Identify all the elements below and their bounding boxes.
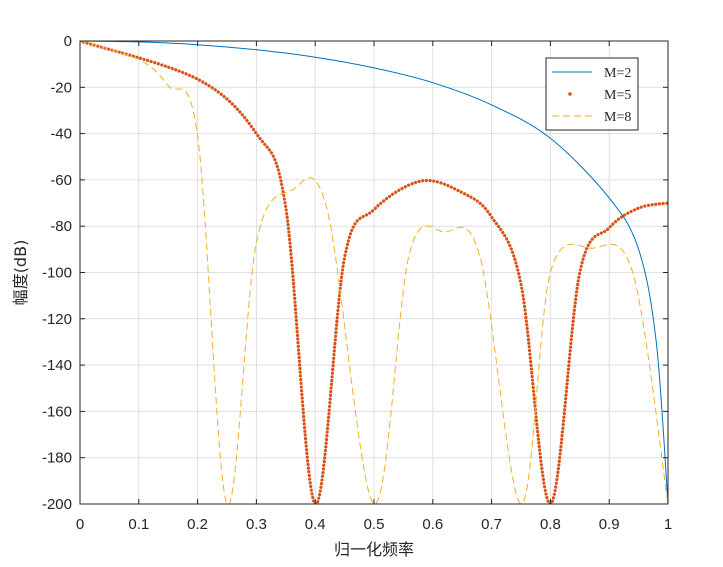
x-tick-label: 0.4 xyxy=(305,516,326,533)
x-tick-label: 0.2 xyxy=(187,516,208,533)
x-tick-label: 0.7 xyxy=(481,516,502,533)
legend-label-m5: M=5 xyxy=(604,88,631,103)
x-tick-label: 1 xyxy=(664,516,672,533)
series-line-m8 xyxy=(80,41,668,504)
y-tick-label: -100 xyxy=(42,265,72,282)
y-tick-label: -180 xyxy=(42,450,72,467)
x-tick-label: 0.8 xyxy=(540,516,561,533)
x-tick-label: 0 xyxy=(76,516,84,533)
y-tick-label: -20 xyxy=(50,79,72,96)
y-tick-label: -200 xyxy=(42,496,72,513)
y-tick-label: -80 xyxy=(50,218,72,235)
legend-box xyxy=(545,57,639,131)
legend: M=2 M=5 M=8 xyxy=(545,57,639,131)
series-line-m5 xyxy=(80,41,668,504)
legend-label-m8: M=8 xyxy=(604,110,631,125)
y-tick-label: -160 xyxy=(42,403,72,420)
series-line-m2 xyxy=(80,41,668,504)
x-axis-label: 归一化频率 xyxy=(334,540,414,559)
x-tick-label: 0.3 xyxy=(246,516,267,533)
legend-marker-m5 xyxy=(568,92,572,96)
x-tick-label: 0.6 xyxy=(422,516,443,533)
y-tick-label: -40 xyxy=(50,126,72,143)
axes: 0 0.1 0.2 0.3 0.4 0.5 0.6 0.7 0.8 0.9 1 0 -20 -40 -60 -… xyxy=(42,33,672,533)
series-layer xyxy=(80,41,668,504)
y-tick-label: -140 xyxy=(42,357,72,374)
x-tick-label: 0.5 xyxy=(364,516,385,533)
x-tick-label: 0.9 xyxy=(599,516,620,533)
x-tick-label: 0.1 xyxy=(128,516,149,533)
y-tick-label: 0 xyxy=(64,33,72,50)
y-axis-label: 幅度(dB) xyxy=(11,240,30,306)
y-tick-label: -120 xyxy=(42,311,72,328)
legend-label-m2: M=2 xyxy=(604,66,631,81)
y-tick-label: -60 xyxy=(50,172,72,189)
